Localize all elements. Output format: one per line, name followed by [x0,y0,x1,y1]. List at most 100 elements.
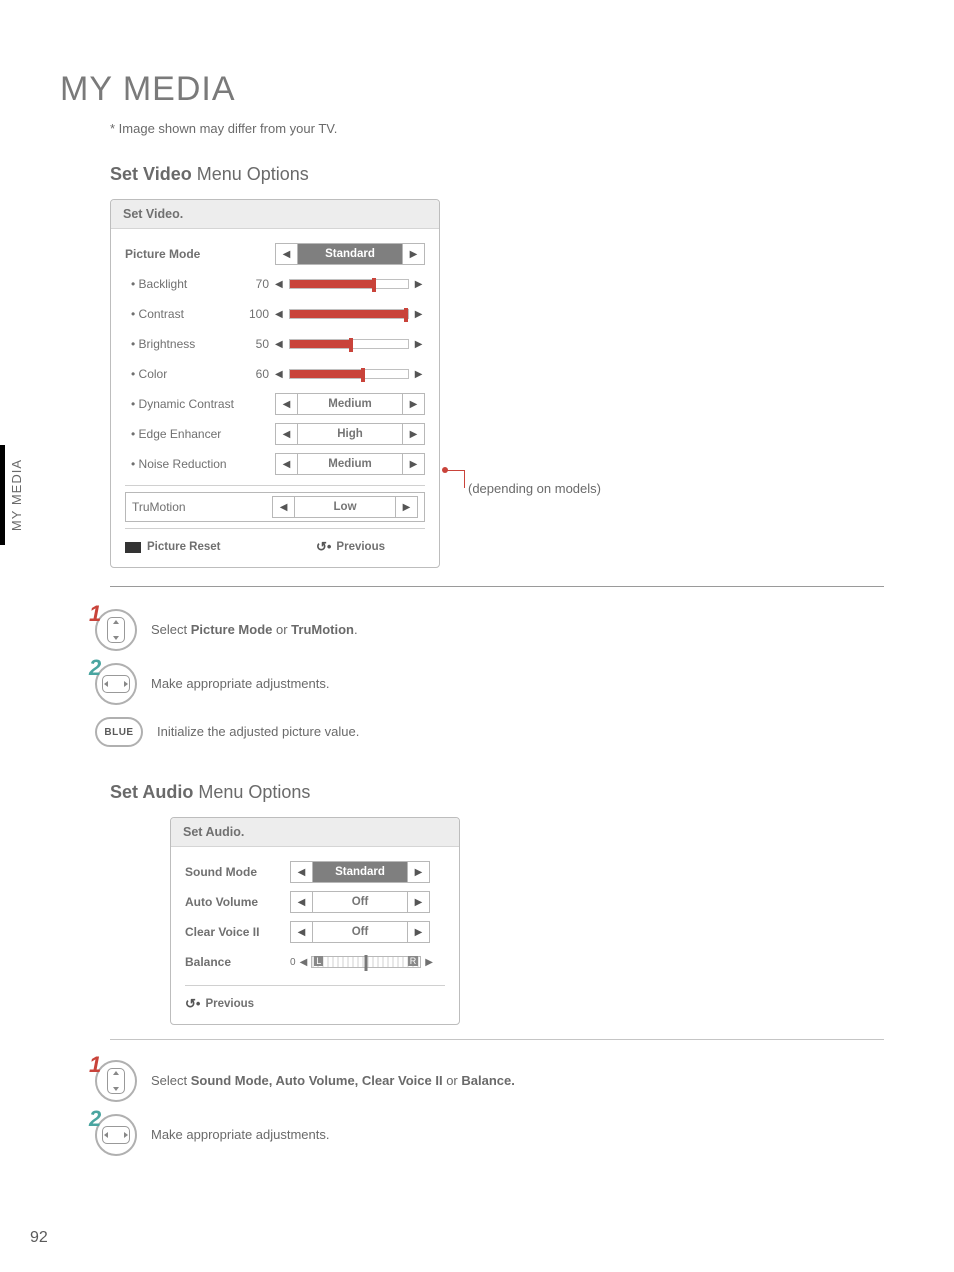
audio-section-title-light: Menu Options [193,782,310,802]
brightness-slider[interactable] [289,339,409,349]
arrow-left-icon[interactable]: ◀ [276,424,298,444]
sound-mode-select[interactable]: ◀ Standard ▶ [290,861,430,883]
picture-mode-select[interactable]: ◀ Standard ▶ [275,243,425,265]
step-number: 1 [89,601,101,627]
arrow-left-icon[interactable]: ◀ [275,369,283,380]
clear-voice-select[interactable]: ◀ Off ▶ [290,921,430,943]
arrow-right-icon[interactable]: ▶ [402,454,424,474]
audio-section-title-bold: Set Audio [110,782,193,802]
step-2: 2 Make appropriate adjustments. [95,663,884,705]
nav-up-down-button[interactable] [95,609,137,651]
sound-mode-row: Sound Mode ◀ Standard ▶ [185,857,445,887]
arrow-left-icon[interactable]: ◀ [276,454,298,474]
arrow-left-icon[interactable]: ◀ [291,922,313,942]
balance-left-label: L [314,956,323,966]
arrow-right-icon[interactable]: ▶ [407,892,429,912]
previous-button[interactable]: ↺• Previous [316,539,385,555]
video-panel-wrap: Set Video. Picture Mode ◀ Standard ▶ Bac… [110,199,884,568]
arrow-left-icon[interactable]: ◀ [291,892,313,912]
side-tab: MY MEDIA [0,445,28,545]
arrow-right-icon[interactable]: ▶ [425,957,433,968]
arrow-left-icon[interactable]: ◀ [300,957,308,968]
audio-panel: Set Audio. Sound Mode ◀ Standard ▶ Auto … [170,817,460,1025]
arrow-left-icon[interactable]: ◀ [275,309,283,320]
arrow-right-icon[interactable]: ▶ [415,279,423,290]
audio-previous-button[interactable]: ↺• Previous [185,996,445,1012]
contrast-row: Contrast 100 ◀ ▶ [125,299,425,329]
video-panel-header: Set Video. [111,200,439,229]
nav-up-down-button[interactable] [95,1060,137,1102]
arrow-left-icon[interactable]: ◀ [291,862,313,882]
arrow-left-icon[interactable]: ◀ [276,244,298,264]
contrast-slider[interactable] [289,309,409,319]
noise-reduction-value: Medium [298,458,402,470]
page-title: MY MEDIA [60,70,884,109]
clear-voice-row: Clear Voice II ◀ Off ▶ [185,917,445,947]
arrow-left-icon[interactable]: ◀ [273,497,295,517]
audio-step-1-text: Select Sound Mode, Auto Volume, Clear Vo… [151,1072,515,1090]
arrow-right-icon[interactable]: ▶ [402,244,424,264]
color-row: Color 60 ◀ ▶ [125,359,425,389]
blue-button[interactable]: BLUE [95,717,143,747]
noise-reduction-row: Noise Reduction ◀ Medium ▶ [125,449,425,479]
brightness-row: Brightness 50 ◀ ▶ [125,329,425,359]
edge-enhancer-label: Edge Enhancer [125,427,275,441]
reset-icon [125,542,141,553]
callout-line [445,470,465,471]
arrow-right-icon[interactable]: ▶ [395,497,417,517]
edge-enhancer-select[interactable]: ◀ High ▶ [275,423,425,445]
sound-mode-label: Sound Mode [185,865,290,879]
noise-reduction-select[interactable]: ◀ Medium ▶ [275,453,425,475]
back-icon: ↺• [316,539,331,555]
balance-row: Balance 0 ◀ L R ▶ [185,947,445,977]
arrow-left-icon[interactable]: ◀ [275,339,283,350]
nav-left-right-button[interactable] [95,663,137,705]
dynamic-contrast-row: Dynamic Contrast ◀ Medium ▶ [125,389,425,419]
picture-mode-label: Picture Mode [125,247,245,261]
arrow-right-icon[interactable]: ▶ [415,309,423,320]
nav-left-right-button[interactable] [95,1114,137,1156]
arrow-left-icon[interactable]: ◀ [276,394,298,414]
contrast-value: 100 [245,307,275,321]
auto-volume-value: Off [313,896,407,908]
backlight-row: Backlight 70 ◀ ▶ [125,269,425,299]
arrow-right-icon[interactable]: ▶ [415,339,423,350]
audio-steps: 1 Select Sound Mode, Auto Volume, Clear … [95,1060,884,1156]
noise-reduction-label: Noise Reduction [125,457,275,471]
step-blue-text: Initialize the adjusted picture value. [157,723,359,741]
balance-slider[interactable]: 0 ◀ L R ▶ [290,956,433,968]
side-tab-label: MY MEDIA [9,459,24,531]
arrow-right-icon[interactable]: ▶ [407,922,429,942]
dynamic-contrast-select[interactable]: ◀ Medium ▶ [275,393,425,415]
arrow-left-icon[interactable]: ◀ [275,279,283,290]
page-number: 92 [30,1229,48,1247]
color-value: 60 [245,367,275,381]
audio-section-title: Set Audio Menu Options [110,782,884,803]
previous-label: Previous [336,541,385,553]
arrow-right-icon[interactable]: ▶ [415,369,423,380]
video-panel: Set Video. Picture Mode ◀ Standard ▶ Bac… [110,199,440,568]
auto-volume-select[interactable]: ◀ Off ▶ [290,891,430,913]
step-number: 2 [89,655,101,681]
trumotion-value: Low [295,501,395,513]
trumotion-select[interactable]: ◀ Low ▶ [272,496,418,518]
color-label: Color [125,367,245,381]
step-1: 1 Select Picture Mode or TruMotion. [95,609,884,651]
brightness-value: 50 [245,337,275,351]
picture-mode-value: Standard [298,244,402,264]
color-slider[interactable] [289,369,409,379]
dynamic-contrast-value: Medium [298,398,402,410]
step-blue: BLUE Initialize the adjusted picture val… [95,717,884,747]
arrow-right-icon[interactable]: ▶ [402,394,424,414]
audio-previous-label: Previous [205,998,254,1010]
picture-reset-label: Picture Reset [147,541,221,553]
picture-reset-button[interactable]: Picture Reset [125,541,221,553]
backlight-slider[interactable] [289,279,409,289]
step-1-text: Select Picture Mode or TruMotion. [151,621,358,639]
arrow-right-icon[interactable]: ▶ [402,424,424,444]
callout-text: (depending on models) [468,481,601,496]
arrow-right-icon[interactable]: ▶ [407,862,429,882]
trumotion-label: TruMotion [132,500,272,514]
video-section-title-light: Menu Options [192,164,309,184]
edge-enhancer-value: High [298,428,402,440]
